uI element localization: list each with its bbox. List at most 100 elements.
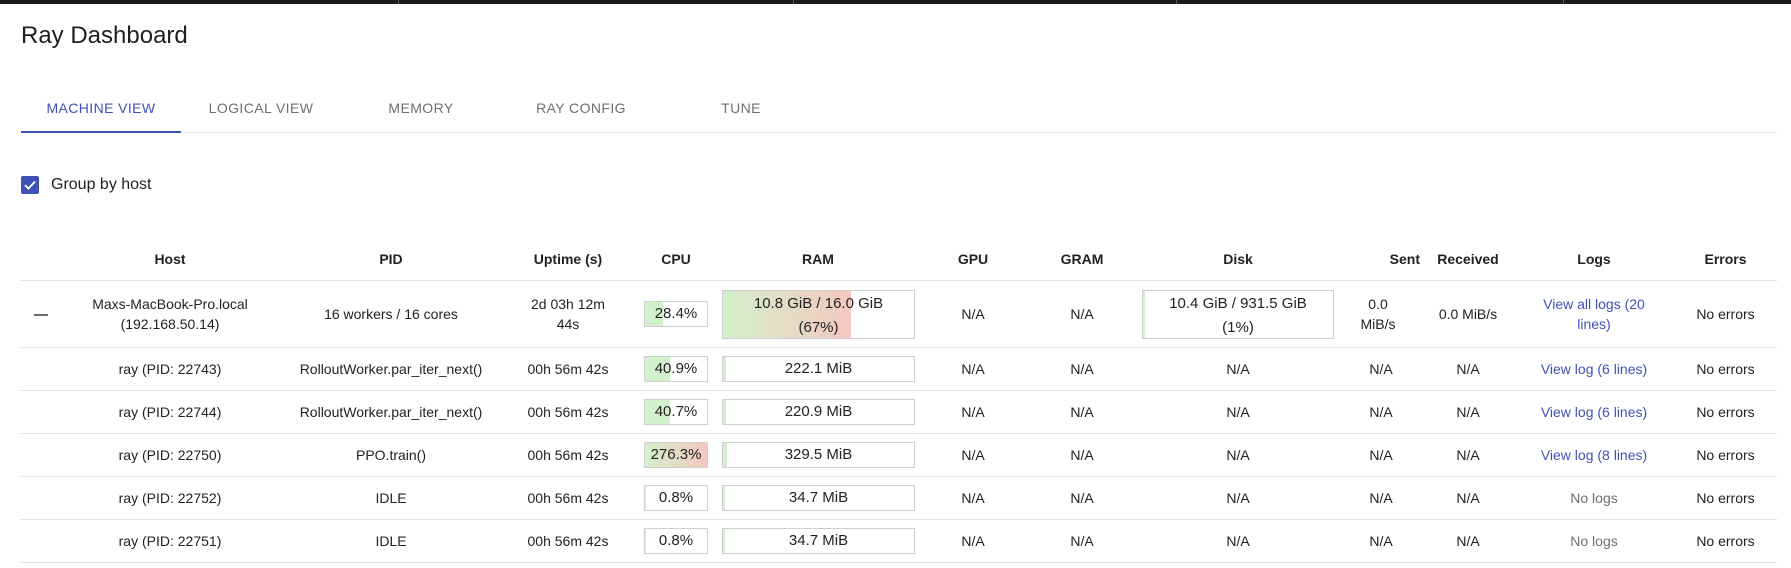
tab-ray-config[interactable]: RAY CONFIG <box>536 100 626 116</box>
worker-received: N/A <box>1422 519 1514 563</box>
worker-indent <box>21 347 60 391</box>
view-log-link[interactable]: View log (8 lines) <box>1540 447 1648 463</box>
cpu-usage-label: 40.7% <box>654 403 698 420</box>
no-logs-text: No logs <box>1570 490 1618 506</box>
worker-host: ray (PID: 22743) <box>60 347 280 391</box>
worker-errors: No errors <box>1674 433 1777 477</box>
worker-uptime: 00h 56m 42s <box>502 390 634 434</box>
ram-usage-fill <box>723 290 851 338</box>
worker-disk: N/A <box>1136 519 1340 563</box>
window-top-bar <box>0 0 1791 4</box>
worker-disk: N/A <box>1136 390 1340 434</box>
worker-indent <box>21 390 60 434</box>
host-disk: 10.4 GiB / 931.5 GiB (1%) <box>1136 280 1340 348</box>
minus-icon[interactable] <box>33 314 48 317</box>
ram-usage-fill <box>723 443 727 467</box>
cpu-usage-bar: 0.8% <box>644 485 708 511</box>
view-all-logs-link[interactable]: View all logs (20 lines) <box>1543 296 1645 332</box>
cpu-usage-fill <box>645 302 663 326</box>
worker-gpu: N/A <box>918 433 1028 477</box>
host-ram: 10.8 GiB / 16.0 GiB (67%) <box>718 280 918 348</box>
worker-ram: 222.1 MiB <box>718 347 918 391</box>
header-sent: Sent <box>1340 238 1422 281</box>
tab-memory[interactable]: MEMORY <box>388 100 454 116</box>
ram-usage-label: 220.9 MiB <box>784 403 853 420</box>
worker-sent: N/A <box>1340 476 1422 520</box>
cpu-usage-bar: 40.7% <box>644 399 708 425</box>
disk-usage-bar: 10.4 GiB / 931.5 GiB (1%) <box>1142 289 1334 339</box>
worker-pid: RolloutWorker.par_iter_next() <box>280 347 502 391</box>
cpu-usage-label: 0.8% <box>658 532 694 549</box>
machine-table: Host PID Uptime (s) CPU RAM GPU GRAM Dis… <box>21 238 1777 563</box>
worker-received: N/A <box>1422 347 1514 391</box>
host-pid: 16 workers / 16 cores <box>280 280 502 348</box>
worker-host: ray (PID: 22752) <box>60 476 280 520</box>
worker-received: N/A <box>1422 390 1514 434</box>
group-by-host-checkbox[interactable] <box>21 176 39 194</box>
worker-pid: IDLE <box>280 519 502 563</box>
host-cpu: 28.4% <box>634 280 718 348</box>
cpu-usage-fill <box>645 486 646 510</box>
host-received: 0.0 MiB/s <box>1422 280 1514 348</box>
tab-machine-view[interactable]: MACHINE VIEW <box>21 88 181 133</box>
worker-sent: N/A <box>1340 433 1422 477</box>
ram-usage-label: 34.7 MiB <box>788 532 849 549</box>
cpu-usage-bar: 0.8% <box>644 528 708 554</box>
worker-uptime: 00h 56m 42s <box>502 433 634 477</box>
worker-sent: N/A <box>1340 347 1422 391</box>
ram-usage-label: 34.7 MiB <box>788 489 849 506</box>
no-logs-text: No logs <box>1570 533 1618 549</box>
ram-usage-bar: 34.7 MiB <box>722 528 915 554</box>
worker-logs: View log (6 lines) <box>1514 347 1674 391</box>
worker-logs: No logs <box>1514 476 1674 520</box>
worker-errors: No errors <box>1674 476 1777 520</box>
worker-ram: 220.9 MiB <box>718 390 918 434</box>
worker-cpu: 40.9% <box>634 347 718 391</box>
view-log-link[interactable]: View log (6 lines) <box>1540 361 1648 377</box>
ram-usage-bar: 329.5 MiB <box>722 442 915 468</box>
table-header-row: Host PID Uptime (s) CPU RAM GPU GRAM Dis… <box>21 238 1777 281</box>
worker-gpu: N/A <box>918 476 1028 520</box>
cpu-usage-label: 40.9% <box>654 360 698 377</box>
header-disk: Disk <box>1136 238 1340 281</box>
cpu-usage-fill <box>645 400 671 424</box>
worker-gpu: N/A <box>918 347 1028 391</box>
worker-pid: IDLE <box>280 476 502 520</box>
cpu-usage-bar: 28.4% <box>644 301 708 327</box>
ram-usage-bar: 34.7 MiB <box>722 485 915 511</box>
ram-usage-fill <box>723 529 726 553</box>
worker-indent <box>21 433 60 477</box>
worker-row: ray (PID: 22743) RolloutWorker.par_iter_… <box>21 347 1777 391</box>
host-row: Maxs-MacBook-Pro.local (192.168.50.14) 1… <box>21 280 1777 348</box>
worker-sent: N/A <box>1340 390 1422 434</box>
header-expand <box>21 238 60 281</box>
host-sent-line1: 0.0 <box>1368 296 1388 312</box>
host-uptime-line2: 44s <box>556 316 580 332</box>
worker-uptime: 00h 56m 42s <box>502 347 634 391</box>
group-by-host-toggle[interactable]: Group by host <box>21 173 152 197</box>
worker-row: ray (PID: 22744) RolloutWorker.par_iter_… <box>21 390 1777 434</box>
view-all-logs-line2: lines) <box>1577 316 1611 332</box>
host-ip: (192.168.50.14) <box>120 316 220 332</box>
worker-disk: N/A <box>1136 476 1340 520</box>
worker-ram: 34.7 MiB <box>718 476 918 520</box>
cpu-usage-fill <box>645 357 671 381</box>
worker-host: ray (PID: 22751) <box>60 519 280 563</box>
cpu-usage-label: 0.8% <box>658 489 694 506</box>
view-log-link[interactable]: View log (6 lines) <box>1540 404 1648 420</box>
host-errors: No errors <box>1674 280 1777 348</box>
host-uptime-line1: 2d 03h 12m <box>531 296 605 312</box>
worker-gram: N/A <box>1028 433 1136 477</box>
ram-usage-bar: 220.9 MiB <box>722 399 915 425</box>
worker-cpu: 0.8% <box>634 519 718 563</box>
worker-indent <box>21 476 60 520</box>
cpu-usage-bar: 276.3% <box>644 442 708 468</box>
ram-usage-fill <box>723 400 726 424</box>
host-name: Maxs-MacBook-Pro.local <box>92 296 248 312</box>
tab-logical-view[interactable]: LOGICAL VIEW <box>208 100 314 116</box>
worker-received: N/A <box>1422 433 1514 477</box>
disk-usage-line2: (1%) <box>1222 318 1254 336</box>
worker-host: ray (PID: 22750) <box>60 433 280 477</box>
tab-tune[interactable]: TUNE <box>721 100 761 116</box>
worker-uptime: 00h 56m 42s <box>502 476 634 520</box>
